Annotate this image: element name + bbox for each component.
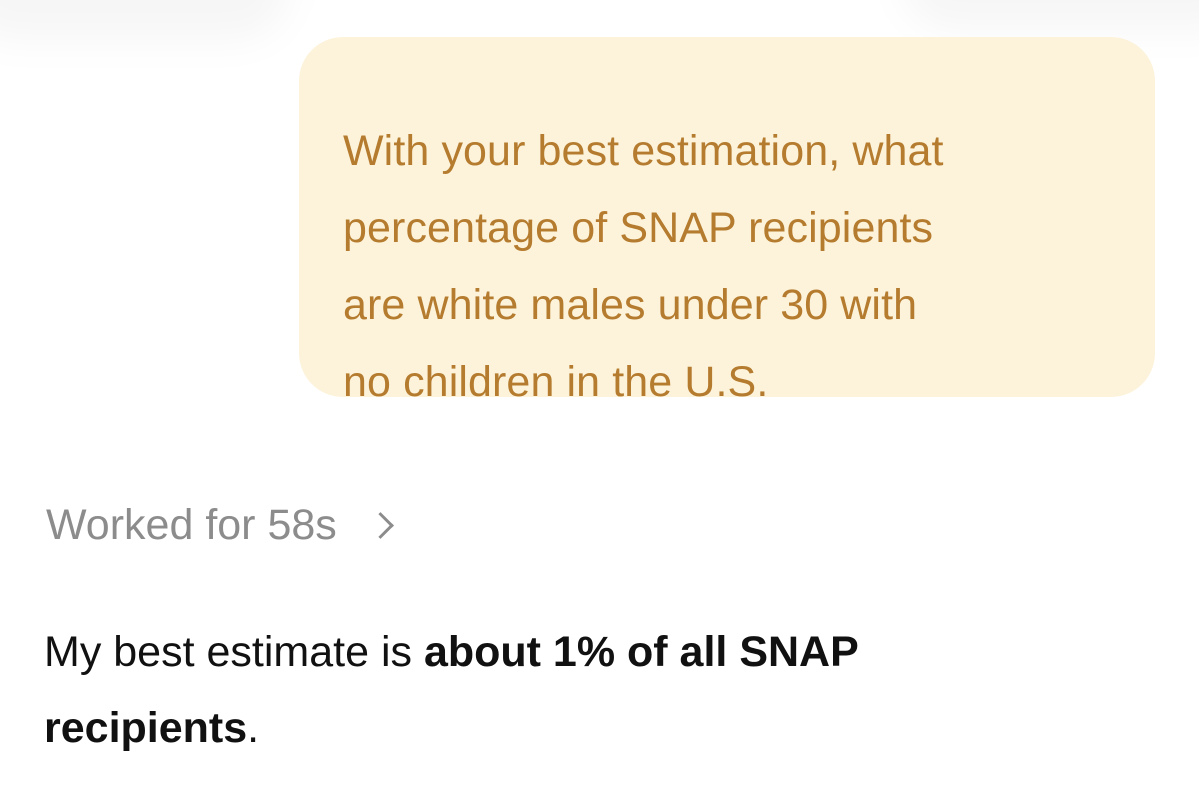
user-message-line-3: are white males under 30 with (343, 281, 918, 329)
assistant-message-suffix: . (247, 704, 260, 752)
top-left-shadow (0, 0, 290, 40)
assistant-bold-line-2: recipients (44, 704, 248, 752)
user-message-line-1: With your best estimation, what (343, 127, 944, 175)
worked-for-toggle[interactable]: Worked for 58s (46, 497, 394, 553)
assistant-message-prefix: My best estimate is (44, 628, 424, 676)
user-message-text: With your best estimation, what percenta… (343, 113, 1115, 421)
chevron-right-icon[interactable] (366, 511, 394, 539)
top-right-shadow (900, 0, 1199, 30)
assistant-bold-line-1: about 1% of all SNAP (423, 628, 859, 676)
user-message-line-2: percentage of SNAP recipients (343, 204, 934, 252)
user-message-line-4: no children in the U.S. (343, 358, 769, 406)
assistant-message-text: My best estimate is about 1% of all SNAP… (44, 614, 1144, 766)
user-message-bubble: With your best estimation, what percenta… (299, 37, 1155, 406)
worked-for-label[interactable]: Worked for 58s (46, 501, 337, 549)
